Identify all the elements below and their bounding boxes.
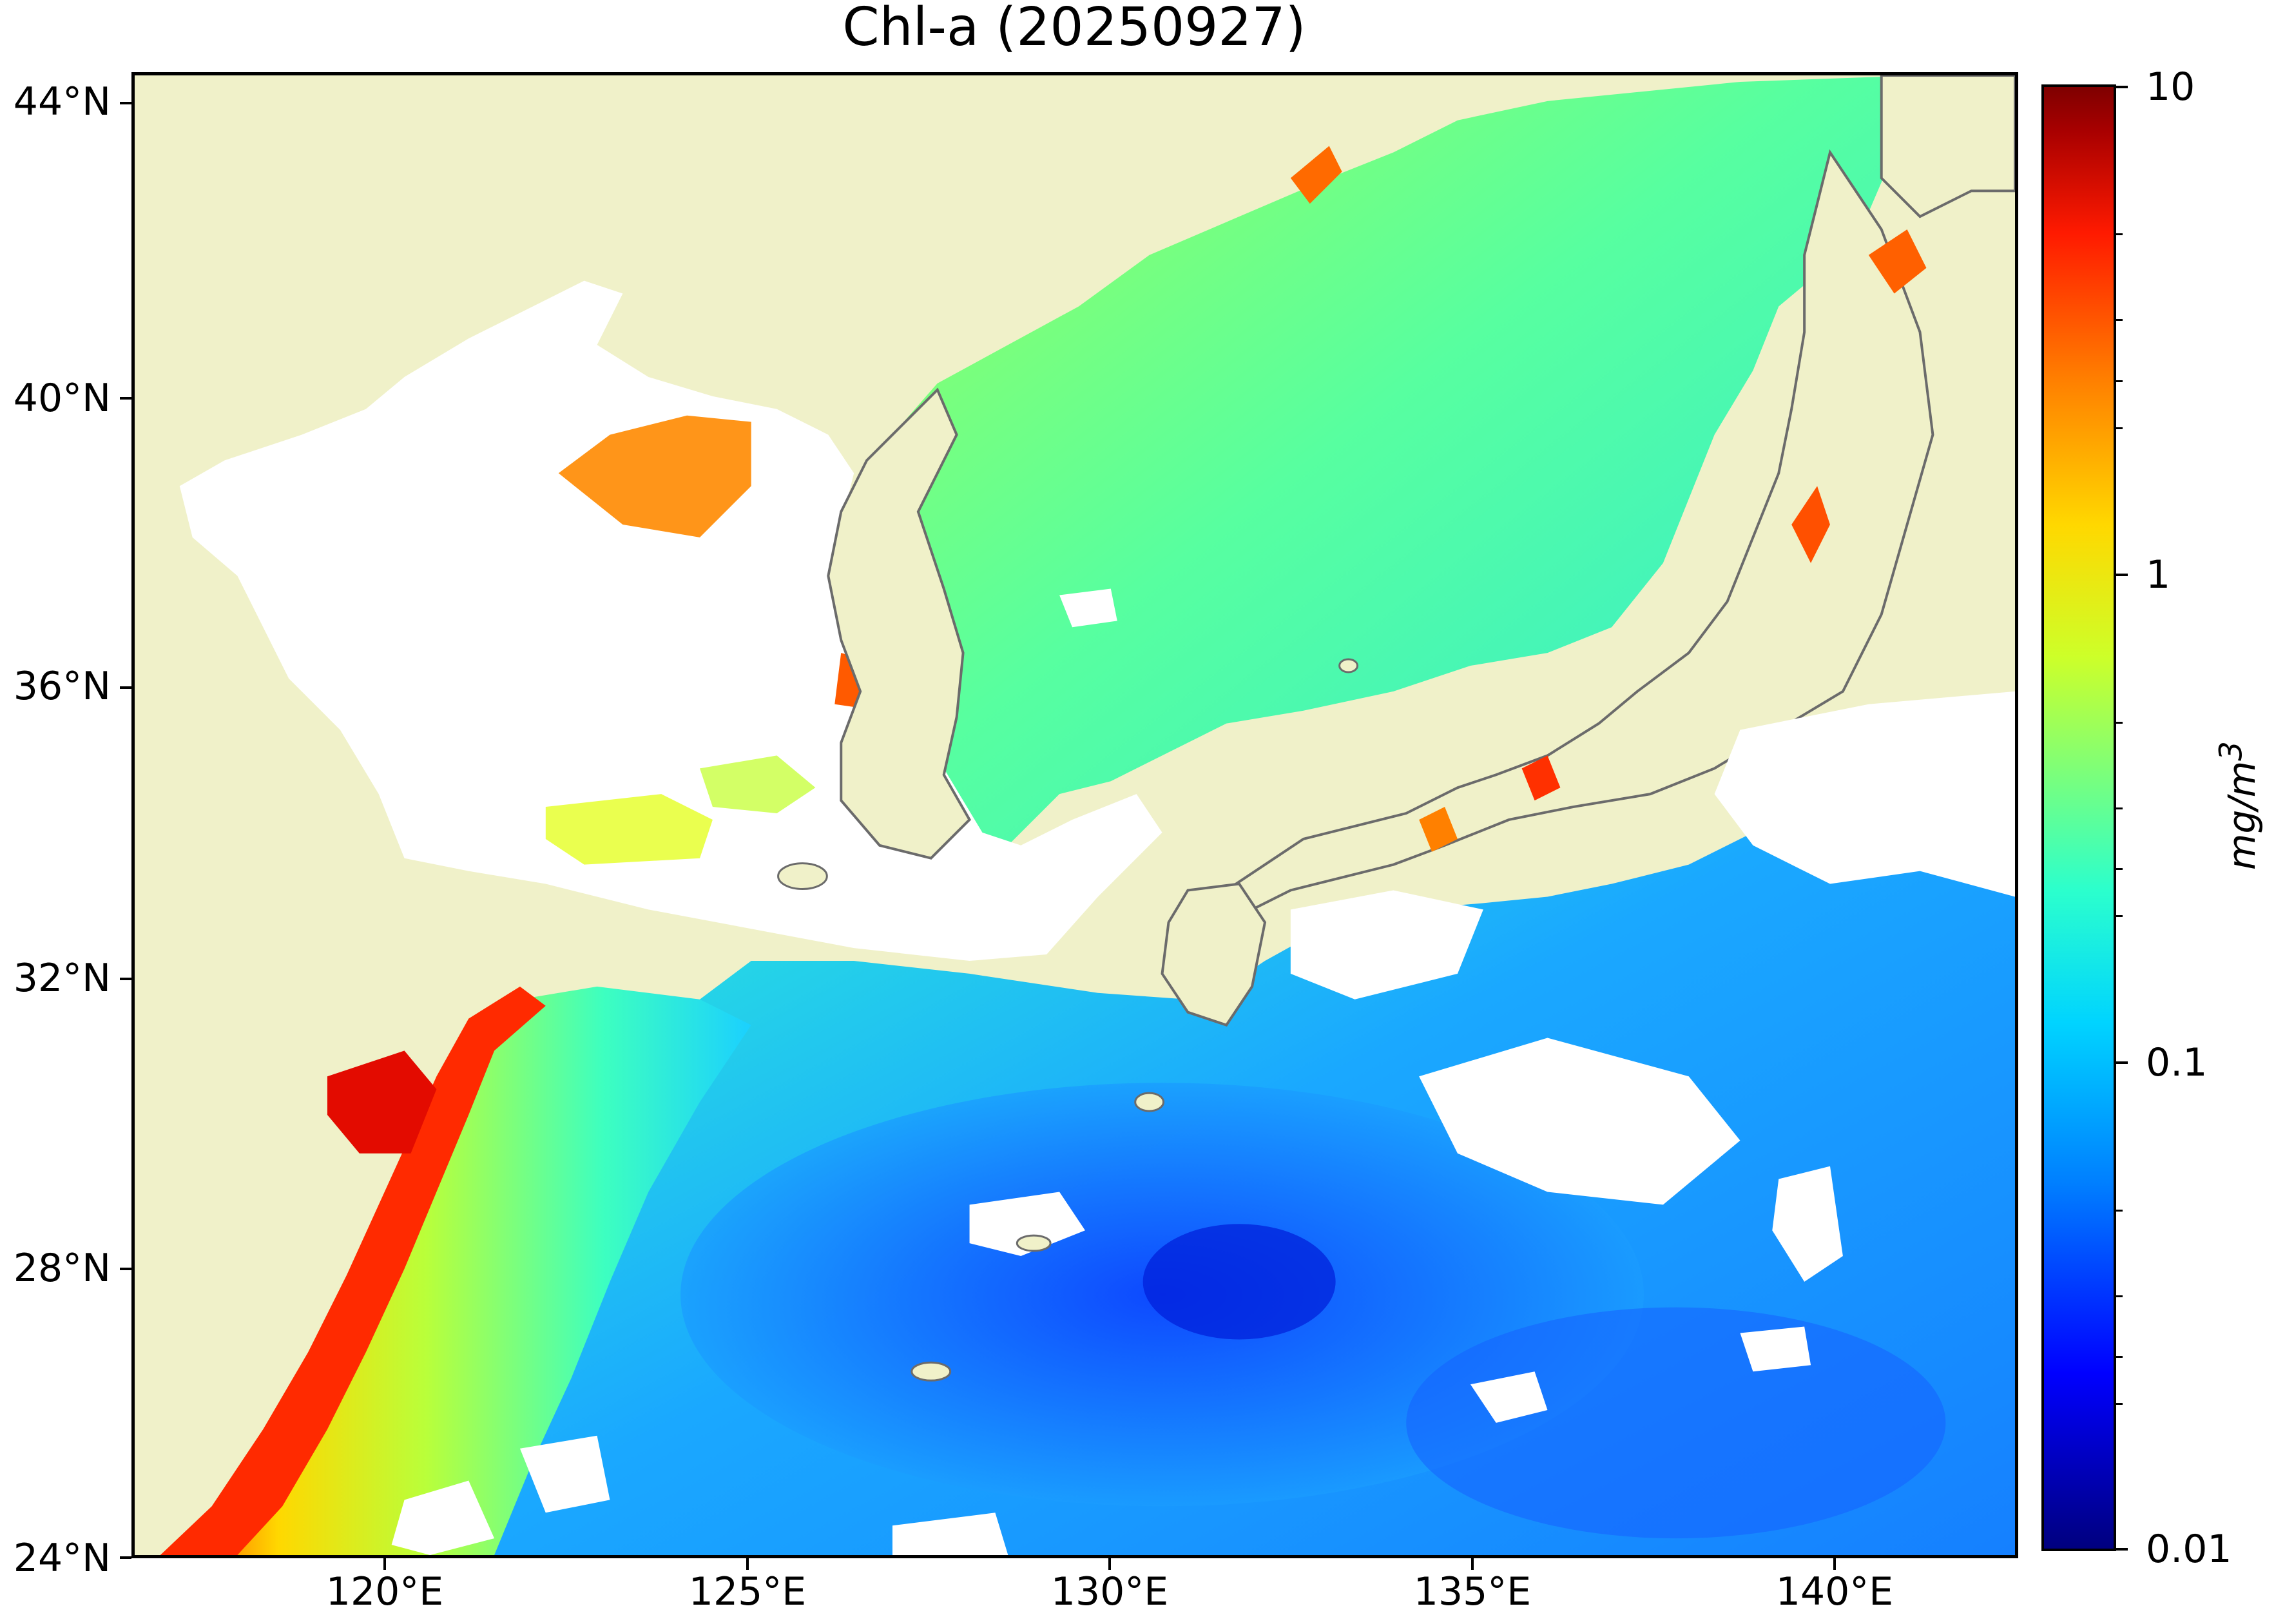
- map-title: Chl-a (20250927): [842, 0, 1306, 58]
- colorbar-tick: [2116, 1548, 2128, 1551]
- colorbar-minor-tick: [2116, 915, 2123, 917]
- colorbar-label-1: 1: [2146, 552, 2171, 597]
- colorbar-tick: [2116, 86, 2128, 88]
- colorbar-minor-tick: [2116, 807, 2123, 809]
- colorbar-minor-tick: [2116, 722, 2123, 724]
- lat-label-36n: 36°N: [13, 664, 111, 709]
- lon-label-140e: 140°E: [1775, 1569, 1894, 1614]
- island: [1016, 1234, 1052, 1252]
- colorbar-minor-tick: [2116, 1403, 2123, 1405]
- lat-tick: [120, 102, 131, 104]
- lon-label-120e: 120°E: [325, 1569, 444, 1614]
- coastal-bloom-korea: [1290, 146, 1342, 204]
- lat-label-40n: 40°N: [13, 376, 111, 421]
- lat-label-44n: 44°N: [13, 79, 111, 124]
- yangtze-estuary-bloom: [327, 1050, 437, 1154]
- low-chl-patch: [1142, 1224, 1336, 1340]
- coastal-bloom-japan: [1868, 229, 1927, 294]
- japan-kyushu: [1161, 882, 1267, 1027]
- cloud-no-data: [1772, 1166, 1843, 1282]
- lat-label-28n: 28°N: [13, 1246, 111, 1291]
- colorbar-label-0-01: 0.01: [2146, 1527, 2232, 1572]
- colorbar-minor-tick: [2116, 1356, 2123, 1358]
- lat-tick: [120, 1556, 131, 1559]
- cloud-no-data: [1714, 691, 2015, 897]
- korean-peninsula: [827, 387, 972, 860]
- lon-label-130e: 130°E: [1050, 1569, 1169, 1614]
- lat-tick: [120, 686, 131, 689]
- colorbar-unit-text: mg/m3: [2213, 740, 2264, 871]
- coastal-bloom-china: [160, 986, 546, 1555]
- cloud-no-data: [1740, 1326, 1811, 1372]
- lat-label-24n: 24°N: [13, 1536, 111, 1581]
- coastal-bloom-japan: [1419, 807, 1458, 852]
- colorbar-tick: [2116, 574, 2128, 576]
- colorbar: [2041, 84, 2116, 1551]
- lon-tick: [1108, 1558, 1111, 1570]
- lon-tick: [746, 1558, 749, 1570]
- japan-hokkaido: [1880, 75, 2015, 218]
- cloud-no-data: [1059, 588, 1117, 628]
- lon-label-125e: 125°E: [688, 1569, 807, 1614]
- lat-label-32n: 32°N: [13, 956, 111, 1001]
- coastal-bloom-japan: [1791, 486, 1830, 563]
- coastal-bloom-japan: [1521, 755, 1561, 801]
- jeju-island: [777, 862, 828, 890]
- cloud-no-data: [892, 1513, 1008, 1555]
- cloud-no-data: [1419, 1038, 1740, 1205]
- cloud-no-data: [519, 1435, 610, 1513]
- lon-tick: [1471, 1558, 1474, 1570]
- map-canvas: [135, 75, 2015, 1555]
- island: [1338, 658, 1358, 673]
- chl-patch: [699, 755, 816, 814]
- chl-patch: [545, 794, 713, 865]
- lon-label-135e: 135°E: [1413, 1569, 1532, 1614]
- colorbar-unit-label: mg/m3: [2213, 741, 2264, 870]
- lat-tick: [120, 978, 131, 980]
- colorbar-label-0-1: 0.1: [2146, 1040, 2208, 1085]
- cloud-no-data: [1290, 890, 1483, 1000]
- cloud-no-data: [1470, 1371, 1548, 1423]
- coastal-bloom-korea: [558, 415, 751, 537]
- lat-tick: [120, 1268, 131, 1270]
- island: [1134, 1092, 1165, 1112]
- lon-tick: [383, 1558, 386, 1570]
- cloud-no-data: [391, 1480, 495, 1555]
- colorbar-minor-tick: [2116, 319, 2123, 321]
- colorbar-minor-tick: [2116, 233, 2123, 235]
- lat-tick: [120, 397, 131, 400]
- colorbar-label-10: 10: [2146, 64, 2195, 110]
- okinawa-island: [911, 1361, 952, 1382]
- lon-tick: [1833, 1558, 1836, 1570]
- colorbar-minor-tick: [2116, 380, 2123, 382]
- cloud-no-data: [969, 1192, 1085, 1257]
- colorbar-tick: [2116, 1061, 2128, 1064]
- colorbar-minor-tick: [2116, 1295, 2123, 1297]
- low-chl-patch: [1406, 1307, 1946, 1539]
- colorbar-minor-tick: [2116, 427, 2123, 429]
- colorbar-minor-tick: [2116, 1210, 2123, 1212]
- colorbar-minor-tick: [2116, 868, 2123, 870]
- chlorophyll-map: [131, 72, 2018, 1558]
- east-sea: [880, 75, 1920, 871]
